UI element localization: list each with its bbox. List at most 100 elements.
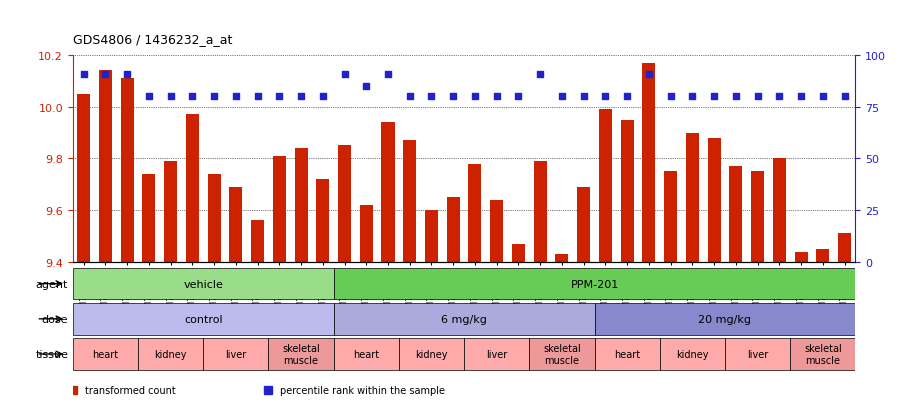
Bar (381, 123, 395, 262)
Bar (251, 221, 264, 262)
Point (729, 94, 743, 100)
Bar (621, 120, 633, 262)
Text: kidney: kidney (415, 349, 448, 359)
Text: agent: agent (35, 279, 68, 289)
FancyBboxPatch shape (594, 338, 660, 370)
Text: liver: liver (486, 349, 508, 359)
Bar (838, 234, 851, 262)
Bar (186, 115, 199, 262)
FancyBboxPatch shape (138, 338, 203, 370)
Bar (577, 188, 591, 262)
Bar (403, 141, 416, 262)
Bar (99, 71, 112, 262)
Bar (751, 172, 764, 262)
Text: dose: dose (42, 314, 68, 324)
Text: tissue: tissue (35, 349, 68, 359)
Point (338, 71, 352, 78)
Point (228, 94, 243, 100)
Bar (642, 64, 655, 262)
Bar (142, 174, 156, 262)
FancyBboxPatch shape (203, 338, 268, 370)
Point (511, 94, 526, 100)
Bar (512, 244, 525, 262)
FancyBboxPatch shape (334, 268, 855, 300)
Point (294, 94, 308, 100)
Point (555, 94, 570, 100)
Text: kidney: kidney (155, 349, 187, 359)
Text: heart: heart (92, 349, 118, 359)
Bar (164, 161, 177, 262)
Bar (359, 206, 373, 262)
Text: control: control (184, 314, 223, 324)
Point (490, 94, 504, 100)
Text: skeletal
muscle: skeletal muscle (804, 343, 842, 365)
FancyBboxPatch shape (725, 338, 790, 370)
Bar (664, 172, 677, 262)
Point (424, 94, 439, 100)
FancyBboxPatch shape (73, 268, 334, 300)
Text: liver: liver (225, 349, 247, 359)
Point (620, 94, 634, 100)
Point (164, 94, 178, 100)
Bar (295, 149, 308, 262)
Point (142, 94, 157, 100)
FancyBboxPatch shape (660, 338, 725, 370)
Bar (207, 174, 220, 262)
Bar (794, 252, 807, 262)
Point (642, 71, 656, 78)
Point (120, 71, 135, 78)
Bar (121, 79, 134, 262)
Bar (229, 188, 242, 262)
Point (750, 94, 764, 100)
Point (207, 94, 221, 100)
FancyBboxPatch shape (530, 338, 594, 370)
Bar (599, 110, 612, 262)
FancyBboxPatch shape (464, 338, 530, 370)
Point (772, 94, 786, 100)
Text: heart: heart (614, 349, 641, 359)
Text: GDS4806 / 1436232_a_at: GDS4806 / 1436232_a_at (73, 33, 232, 46)
Point (533, 71, 548, 78)
Text: percentile rank within the sample: percentile rank within the sample (280, 385, 445, 395)
Point (250, 94, 265, 100)
Bar (773, 159, 786, 262)
Point (598, 94, 612, 100)
Point (576, 94, 591, 100)
Point (380, 71, 395, 78)
Point (707, 94, 722, 100)
Text: 20 mg/kg: 20 mg/kg (699, 314, 752, 324)
Point (316, 94, 330, 100)
Point (468, 94, 482, 100)
Bar (77, 95, 90, 262)
FancyBboxPatch shape (334, 338, 399, 370)
Point (98, 71, 113, 78)
Bar (469, 164, 481, 262)
Point (185, 94, 199, 100)
Point (815, 94, 830, 100)
Text: 6 mg/kg: 6 mg/kg (441, 314, 487, 324)
Text: kidney: kidney (676, 349, 709, 359)
FancyBboxPatch shape (790, 338, 855, 370)
Point (837, 94, 852, 100)
Text: skeletal
muscle: skeletal muscle (282, 343, 320, 365)
Bar (490, 200, 503, 262)
Text: transformed count: transformed count (85, 385, 176, 395)
Point (446, 94, 460, 100)
Point (76, 71, 91, 78)
Point (359, 83, 373, 90)
Point (663, 94, 678, 100)
Bar (708, 138, 721, 262)
FancyBboxPatch shape (399, 338, 464, 370)
Point (685, 94, 700, 100)
Point (402, 94, 417, 100)
Point (794, 94, 808, 100)
Bar (729, 167, 743, 262)
Text: skeletal
muscle: skeletal muscle (543, 343, 581, 365)
FancyBboxPatch shape (268, 338, 334, 370)
Bar (555, 254, 569, 262)
FancyBboxPatch shape (334, 303, 594, 335)
Bar (273, 157, 286, 262)
Bar (425, 211, 438, 262)
FancyBboxPatch shape (594, 303, 855, 335)
FancyBboxPatch shape (73, 303, 334, 335)
